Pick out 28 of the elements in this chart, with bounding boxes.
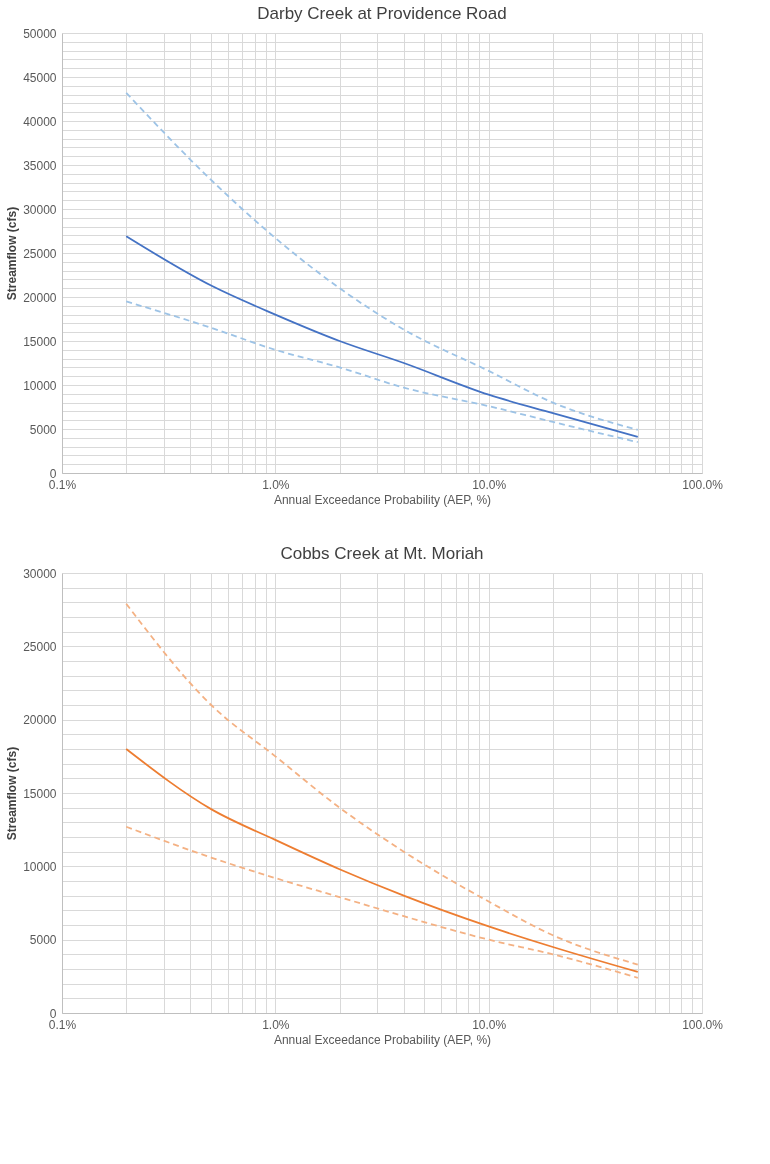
y-tick-label: 30000: [23, 566, 57, 581]
y-tick-label: 5000: [29, 422, 57, 437]
x-tick-label: 100.0%: [682, 1017, 724, 1032]
y-tick-label: 25000: [23, 639, 57, 654]
chart-title: Darby Creek at Providence Road: [257, 4, 507, 23]
y-tick-label: 35000: [23, 158, 57, 173]
y-tick-label: 15000: [23, 334, 57, 349]
y-tick-label: 25000: [23, 246, 57, 261]
y-tick-label: 20000: [23, 290, 57, 305]
x-axis-title: Annual Exceedance Probability (AEP, %): [273, 492, 492, 507]
chart-title: Cobbs Creek at Mt. Moriah: [280, 544, 484, 563]
y-tick-label: 45000: [23, 70, 57, 85]
y-tick-label: 5000: [29, 933, 57, 948]
x-tick-label: 10.0%: [472, 1017, 507, 1032]
x-tick-label: 1.0%: [262, 1017, 290, 1032]
x-tick-label: 10.0%: [472, 477, 507, 492]
x-axis-title: Annual Exceedance Probability (AEP, %): [273, 1032, 492, 1047]
x-tick-label: 100.0%: [682, 477, 724, 492]
y-tick-label: 10000: [23, 378, 57, 393]
y-axis-title: Streamflow (cfs): [5, 746, 20, 841]
y-tick-label: 40000: [23, 114, 57, 129]
y-tick-label: 10000: [23, 859, 57, 874]
y-tick-label: 15000: [23, 786, 57, 801]
y-tick-label: 20000: [23, 713, 57, 728]
x-tick-label: 1.0%: [262, 477, 290, 492]
y-axis-title: Streamflow (cfs): [5, 206, 20, 301]
y-tick-label: 50000: [23, 26, 57, 41]
y-tick-label: 30000: [23, 202, 57, 217]
